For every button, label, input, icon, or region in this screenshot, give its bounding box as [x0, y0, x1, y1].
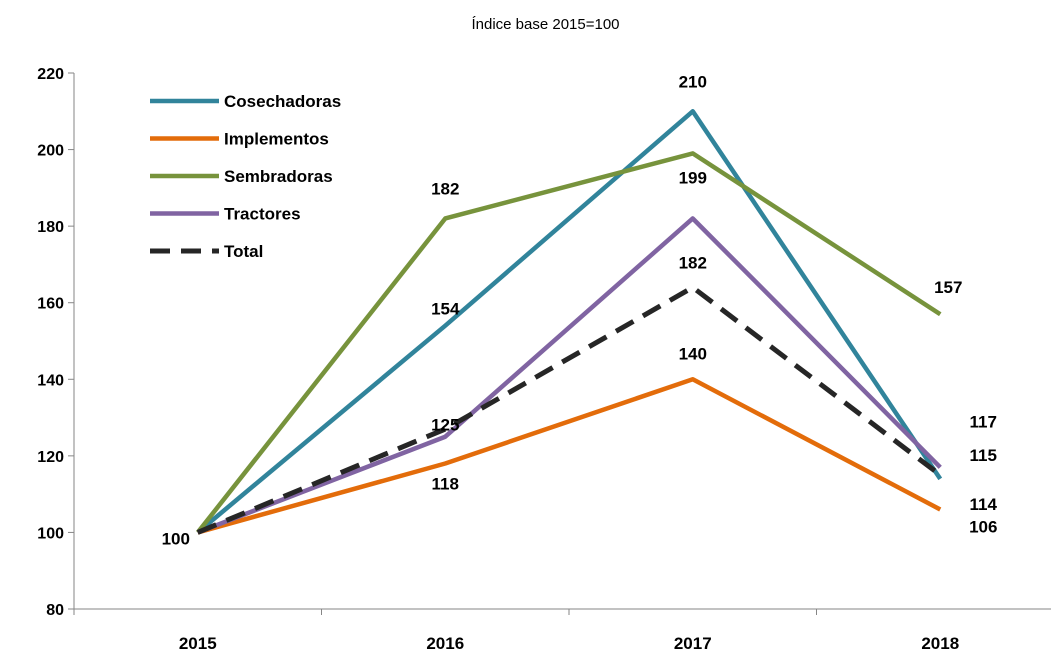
chart-subtitle: Índice base 2015=100 — [471, 16, 620, 33]
data-label: 140 — [679, 344, 707, 363]
series-line-implementos — [197, 377, 942, 535]
data-label: 117 — [970, 412, 997, 431]
data-label: 115 — [970, 446, 997, 465]
x-tick-label: 2015 — [179, 634, 217, 650]
axes: 80 100 120 140 160 180 200 220 2015 2016 2017 2018 — [37, 66, 1051, 650]
data-label: 114 — [970, 495, 998, 514]
legend: Cosechadoras Implementos Sembradoras Tracto… — [150, 92, 341, 261]
data-labels: 100 182 154 125 118 210 199 182 140 157 117 115 114 1… — [162, 72, 998, 548]
y-tick-label: 180 — [37, 219, 64, 236]
data-label: 157 — [934, 278, 962, 297]
series-line-cosechadoras — [196, 109, 943, 535]
data-label: 182 — [679, 253, 707, 272]
x-tick-label: 2018 — [921, 634, 959, 650]
legend-label: Tractores — [224, 205, 301, 224]
data-label: 210 — [679, 72, 707, 91]
legend-label: Cosechadoras — [224, 92, 341, 111]
data-label: 106 — [969, 517, 997, 536]
data-label: 118 — [432, 475, 459, 494]
legend-label: Sembradoras — [224, 167, 333, 186]
y-tick-label: 160 — [37, 296, 64, 313]
series-lines — [195, 109, 943, 535]
data-label: 199 — [679, 168, 707, 187]
data-label: 125 — [431, 416, 459, 435]
y-tick-label: 120 — [37, 449, 64, 466]
legend-label: Implementos — [224, 130, 329, 149]
x-tick-label: 2016 — [426, 634, 464, 650]
legend-label: Total — [224, 242, 263, 261]
y-tick-label: 80 — [46, 602, 64, 619]
series-line-total — [196, 284, 942, 535]
y-tick-label: 200 — [37, 143, 64, 160]
y-tick-label: 140 — [37, 372, 64, 389]
data-label: 182 — [431, 179, 459, 198]
data-label: 100 — [162, 529, 190, 548]
series-line-tractores — [196, 216, 942, 535]
y-tick-label: 100 — [37, 525, 64, 542]
data-label: 154 — [431, 300, 460, 319]
y-tick-label: 220 — [37, 66, 64, 83]
x-tick-label: 2017 — [674, 634, 712, 650]
series-line-sembradoras — [195, 151, 942, 534]
